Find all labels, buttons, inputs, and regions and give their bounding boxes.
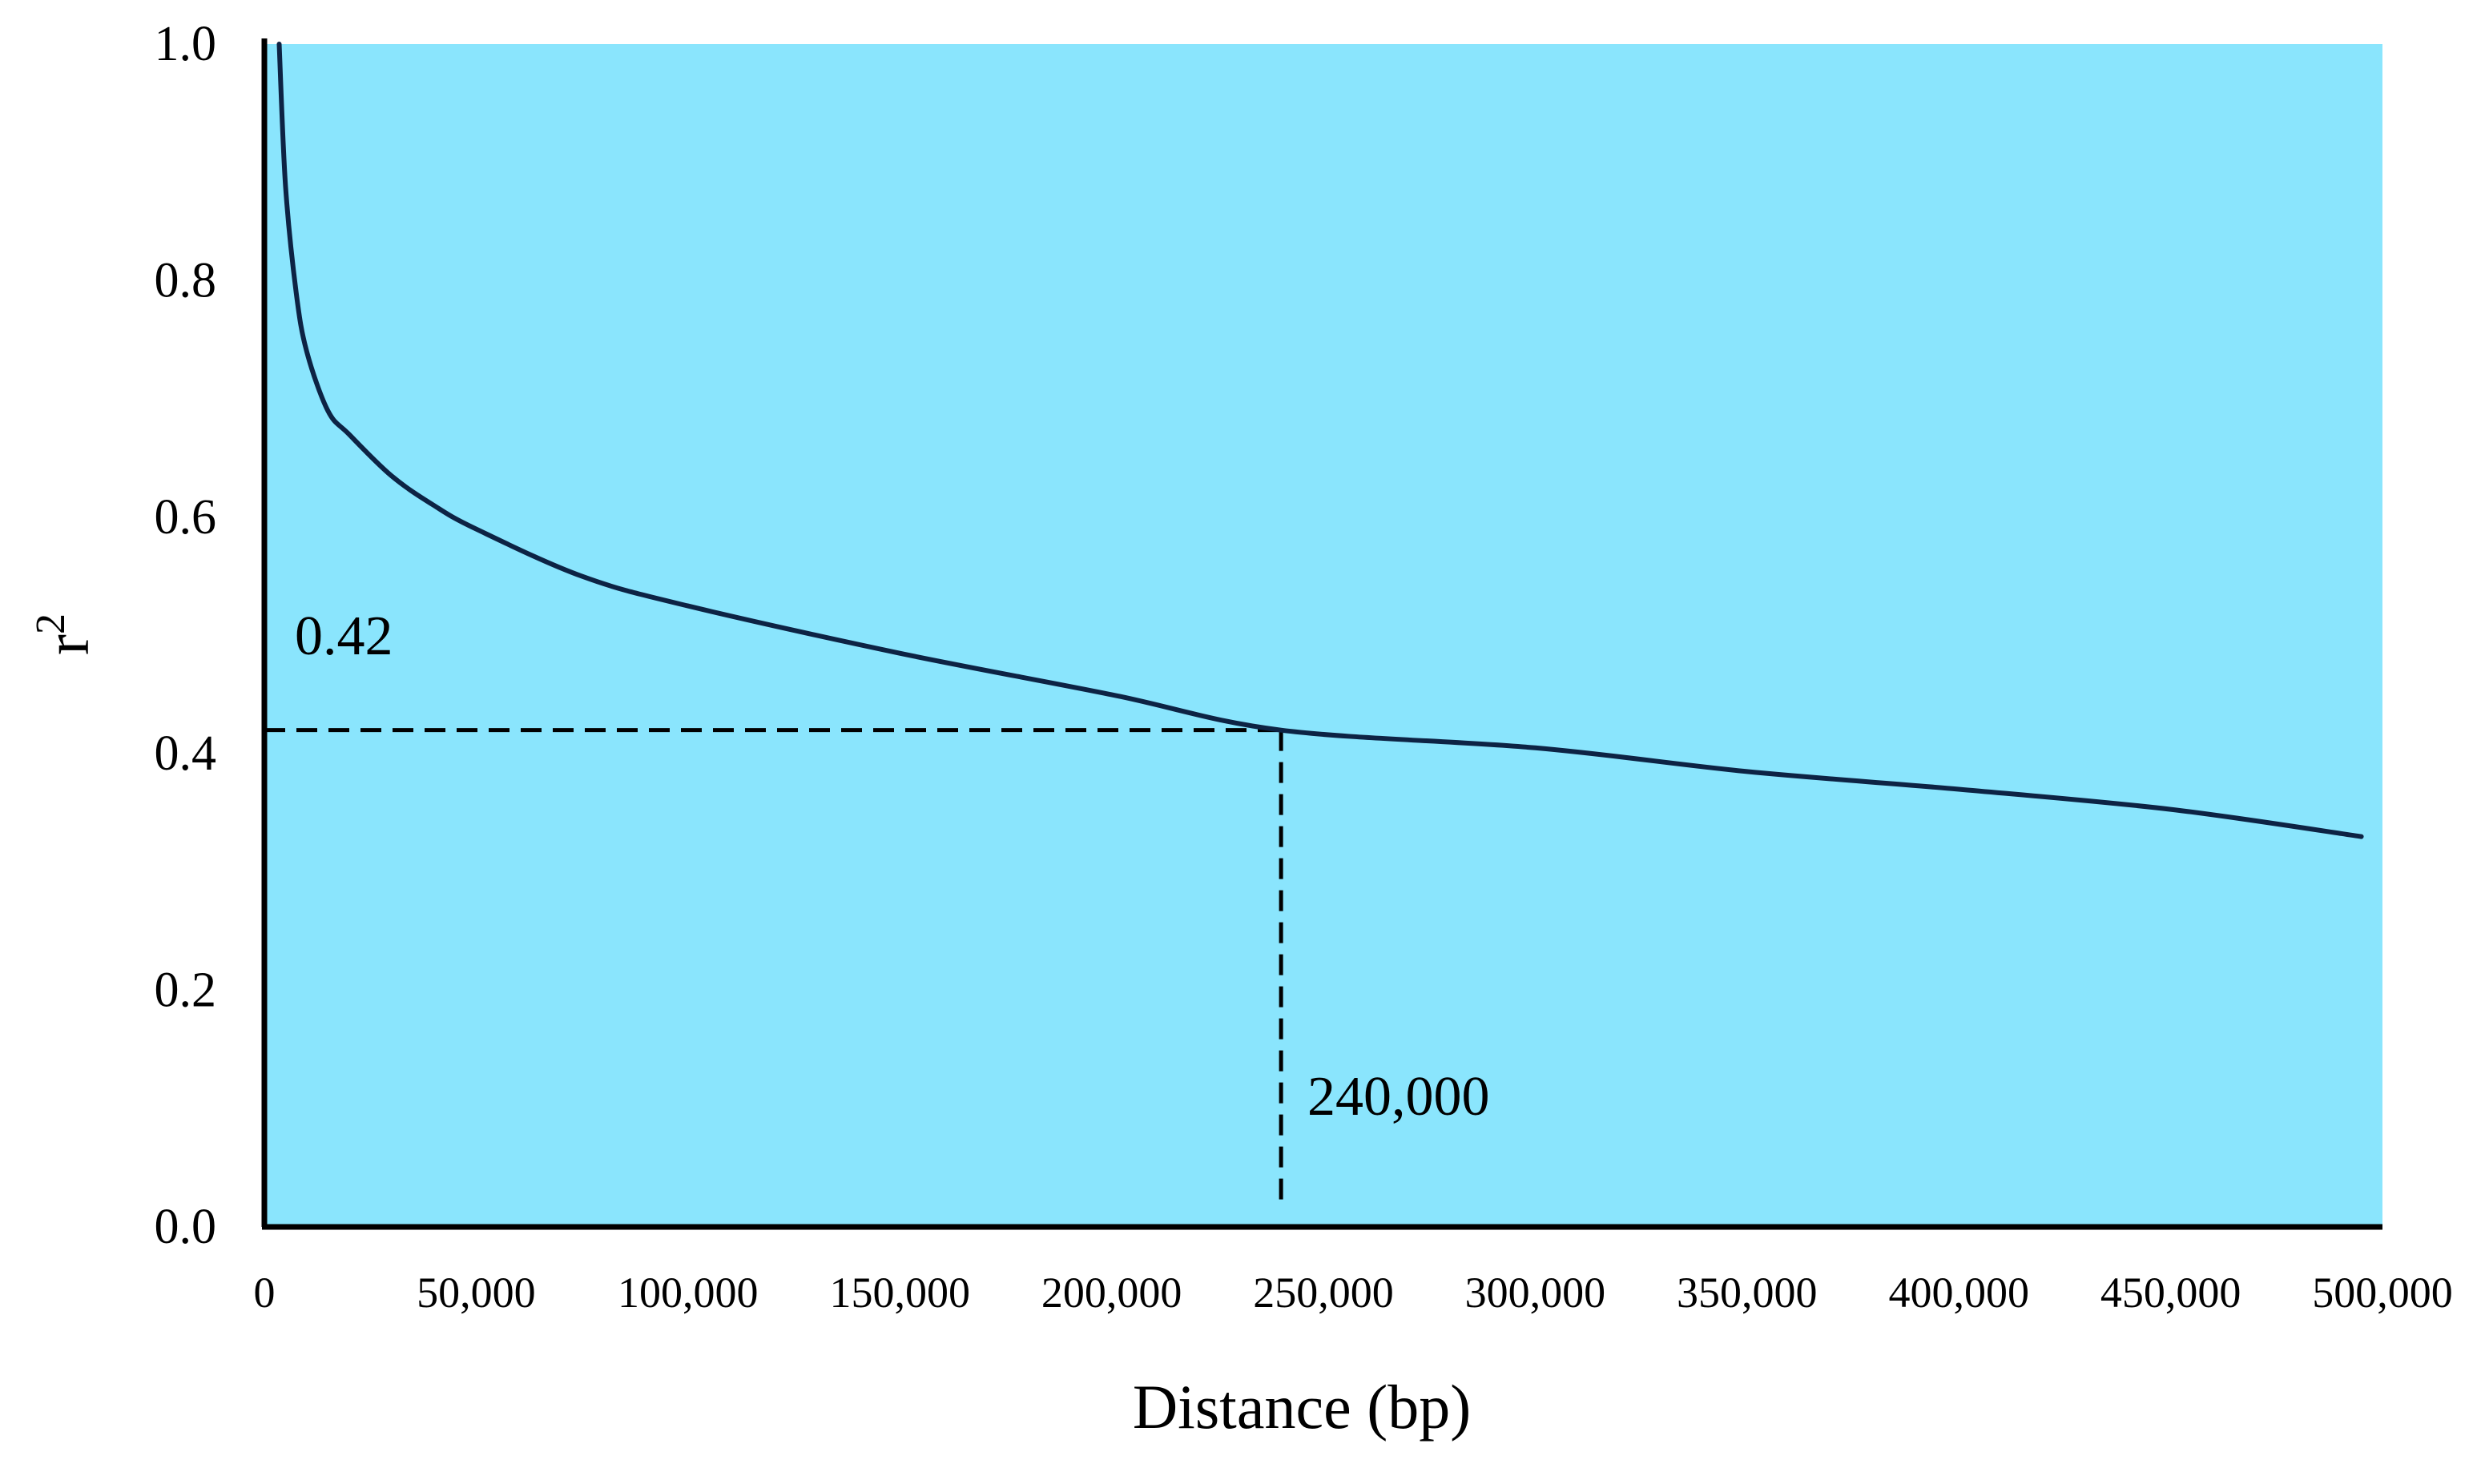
threshold-y-label: 0.42 bbox=[295, 605, 393, 667]
x-tick-label: 400,000 bbox=[1888, 1269, 2029, 1317]
y-axis-title: r2 bbox=[28, 613, 102, 655]
y-tick-label: 0.4 bbox=[155, 726, 217, 781]
x-tick-label: 50,000 bbox=[417, 1269, 536, 1317]
x-tick-label: 350,000 bbox=[1677, 1269, 1818, 1317]
x-tick-label: 500,000 bbox=[2312, 1269, 2453, 1317]
y-tick-labels: 0.0 0.2 0.4 0.6 0.8 1.0 bbox=[155, 17, 217, 1254]
y-tick-label: 0.6 bbox=[155, 490, 217, 545]
x-tick-label: 200,000 bbox=[1041, 1269, 1182, 1317]
threshold-x-label: 240,000 bbox=[1307, 1066, 1490, 1128]
x-tick-label: 100,000 bbox=[618, 1269, 759, 1317]
x-axis-title: Distance (bp) bbox=[1133, 1372, 1471, 1442]
x-tick-label: 150,000 bbox=[829, 1269, 970, 1317]
y-tick-label: 0.2 bbox=[155, 963, 217, 1018]
x-tick-label: 300,000 bbox=[1465, 1269, 1606, 1317]
decay-curve-line bbox=[276, 42, 2364, 839]
y-axis-title-superscript: 2 bbox=[28, 613, 74, 634]
plot-area-background bbox=[264, 44, 2382, 1227]
x-tick-label: 450,000 bbox=[2100, 1269, 2241, 1317]
y-axis-title-base: r bbox=[32, 634, 102, 655]
x-tick-label: 250,000 bbox=[1253, 1269, 1394, 1317]
y-tick-label: 1.0 bbox=[155, 17, 217, 71]
y-tick-label: 0.8 bbox=[155, 253, 217, 308]
x-tick-label: 0 bbox=[254, 1269, 276, 1317]
x-tick-labels: 0 50,000 100,000 150,000 200,000 250,000 300,0… bbox=[254, 1269, 2453, 1317]
y-tick-label: 0.0 bbox=[155, 1200, 217, 1254]
